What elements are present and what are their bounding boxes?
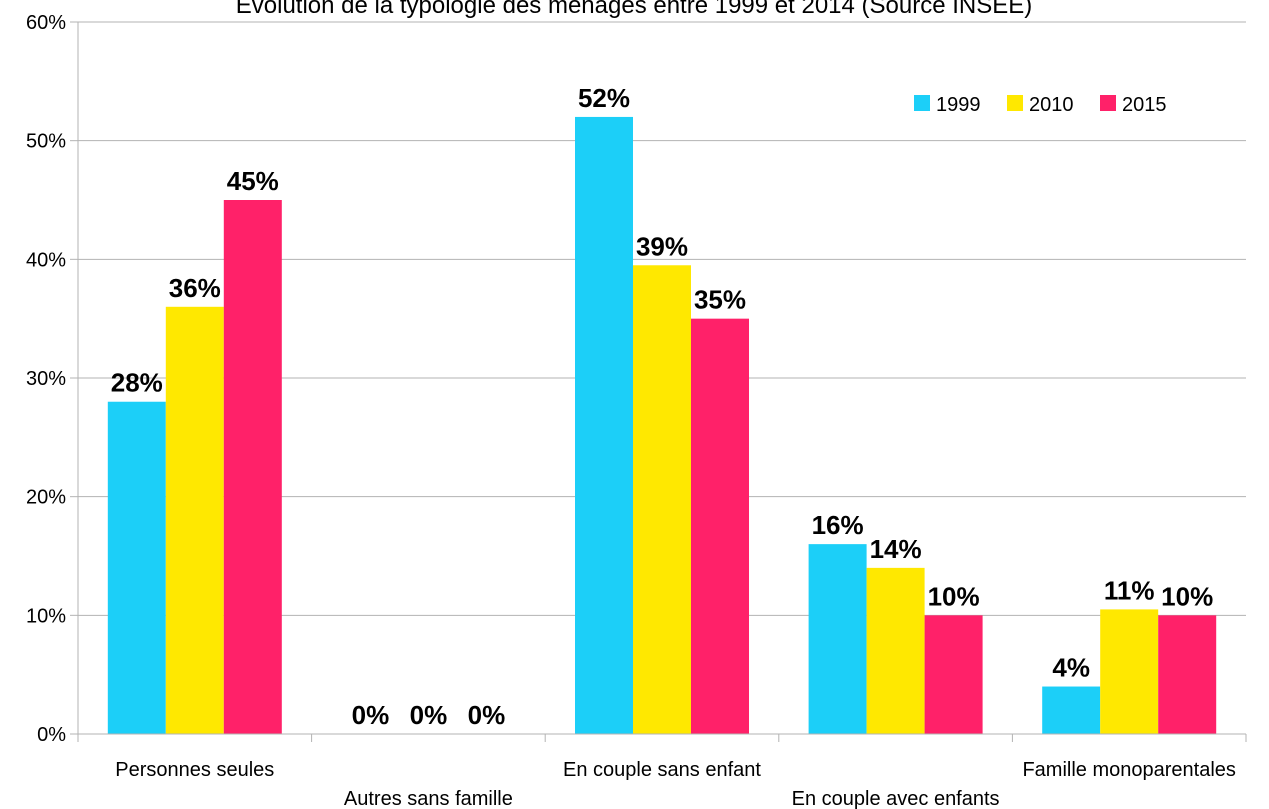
legend-swatch-2015 xyxy=(1100,95,1116,111)
category-label: Autres sans famille xyxy=(344,788,513,809)
y-tick-label: 40% xyxy=(26,249,66,271)
category-label: En couple sans enfant xyxy=(563,759,761,781)
y-tick-label: 30% xyxy=(26,368,66,390)
data-label: 16% xyxy=(812,510,864,540)
data-label: 0% xyxy=(410,700,448,730)
bar-1999 xyxy=(1042,686,1101,734)
data-labels: 28%36%45%0% 0% 0%52%39%35%16%14%10%4%11% 10… xyxy=(111,83,1213,730)
legend: 1999 2010 2015 xyxy=(914,94,1167,116)
bar-1999 xyxy=(107,401,166,734)
bar-2015 xyxy=(691,318,749,734)
legend-swatch-2010 xyxy=(1007,95,1023,111)
data-label: 14% xyxy=(870,534,922,564)
bar-2015 xyxy=(924,615,983,734)
data-label: 36% xyxy=(169,273,221,303)
data-label: 10% xyxy=(928,581,980,611)
y-tick-label: 0% xyxy=(37,724,66,746)
category-label: En couple avec enfants xyxy=(792,788,1000,809)
y-tick-label: 60% xyxy=(26,12,66,34)
bar-2010 xyxy=(165,306,224,734)
category-label: Famille monoparentales xyxy=(1022,759,1235,781)
data-label: 39% xyxy=(636,231,688,261)
data-label: 52% xyxy=(578,83,630,113)
axes: 0% 10% 20% 30% 40% 50% 60% Personnes seules Autr… xyxy=(26,12,1247,809)
bar-2010 xyxy=(633,265,691,734)
y-tick-label: 20% xyxy=(26,487,66,509)
bar-2015 xyxy=(223,200,282,734)
data-label: 4% xyxy=(1052,653,1090,683)
legend-label: 1999 xyxy=(936,94,981,116)
bars xyxy=(107,116,1217,734)
data-label: 0% xyxy=(352,700,390,730)
data-label: 45% xyxy=(227,166,279,196)
legend-swatch-1999 xyxy=(914,95,930,111)
bar-2015 xyxy=(1158,615,1217,734)
data-label: 11% xyxy=(1104,575,1155,605)
chart-title: Evolution de la typologie des ménages en… xyxy=(236,0,1033,19)
bar-2010 xyxy=(866,567,925,734)
legend-label: 2015 xyxy=(1122,94,1167,116)
y-tick-label: 50% xyxy=(26,131,66,153)
category-label: Personnes seules xyxy=(115,759,274,781)
data-label: 35% xyxy=(694,285,746,315)
bar-1999 xyxy=(575,116,633,734)
bar-2010 xyxy=(1100,609,1159,734)
bar-1999 xyxy=(808,544,867,734)
y-tick-label: 10% xyxy=(26,605,66,627)
legend-label: 2010 xyxy=(1029,94,1074,116)
data-label: 10% xyxy=(1161,581,1213,611)
data-label: 28% xyxy=(111,368,163,398)
data-label: 0% xyxy=(468,700,506,730)
